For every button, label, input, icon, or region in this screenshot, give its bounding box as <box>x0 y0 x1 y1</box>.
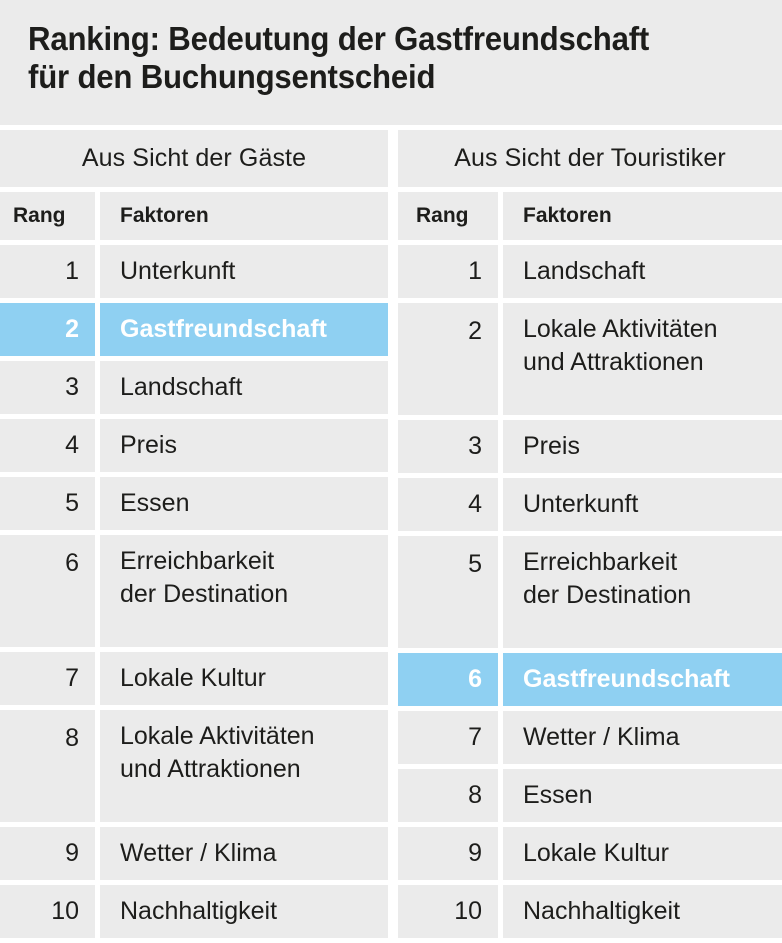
column-header-factor: Faktoren <box>100 192 388 240</box>
row-rank: 5 <box>0 477 95 530</box>
column-divider <box>498 711 503 764</box>
row-factor: Lokale Kultur <box>100 652 388 705</box>
column-divider <box>95 477 100 530</box>
column-header-rank: Rang <box>0 192 95 240</box>
table-row: 8 Essen <box>398 769 782 822</box>
row-factor: Essen <box>100 477 388 530</box>
column-header-factor: Faktoren <box>503 192 782 240</box>
table-row: 7 Wetter / Klima <box>398 711 782 764</box>
row-rank: 4 <box>0 419 95 472</box>
row-factor: Essen <box>503 769 782 822</box>
column-divider <box>498 536 503 648</box>
row-rank: 2 <box>398 303 498 415</box>
table-row: 9 Lokale Kultur <box>398 827 782 880</box>
row-rank: 8 <box>0 710 95 822</box>
table-gutter <box>388 130 398 910</box>
row-rank: 2 <box>0 303 95 356</box>
column-divider <box>95 303 100 356</box>
table-guests-header: Aus Sicht der Gäste <box>0 130 388 187</box>
row-factor: Lokale Kultur <box>503 827 782 880</box>
row-factor: Erreichbarkeit der Destination <box>100 535 388 647</box>
row-factor: Gastfreundschaft <box>100 303 388 356</box>
row-factor: Preis <box>503 420 782 473</box>
table-row: 9 Wetter / Klima <box>0 827 388 880</box>
row-rank: 8 <box>398 769 498 822</box>
table-row: 2 Lokale Aktivitäten und Attraktionen <box>398 303 782 415</box>
row-rank: 7 <box>0 652 95 705</box>
column-divider <box>95 245 100 298</box>
row-rank: 7 <box>398 711 498 764</box>
row-rank: 3 <box>398 420 498 473</box>
table-touristiker-header: Aus Sicht der Touristiker <box>398 130 782 187</box>
table-touristiker-column-header: Rang Faktoren <box>398 192 782 240</box>
row-factor: Wetter / Klima <box>503 711 782 764</box>
row-rank: 10 <box>0 885 95 938</box>
table-touristiker: Aus Sicht der Touristiker Rang Faktoren … <box>398 130 782 943</box>
row-factor: Wetter / Klima <box>100 827 388 880</box>
column-divider <box>95 652 100 705</box>
row-rank: 1 <box>398 245 498 298</box>
page-title: Ranking: Bedeutung der Gastfreundschaft … <box>28 21 650 96</box>
row-rank: 10 <box>398 885 498 938</box>
table-row: 5 Erreichbarkeit der Destination <box>398 536 782 648</box>
column-divider <box>95 192 100 240</box>
table-row: 10 Nachhaltigkeit <box>398 885 782 938</box>
row-factor: Landschaft <box>100 361 388 414</box>
column-divider <box>498 192 503 240</box>
table-touristiker-rows: 1 Landschaft 2 Lokale Aktivitäten und Attra… <box>398 245 782 938</box>
table-row: 6 Gastfreundschaft <box>398 653 782 706</box>
column-divider <box>498 245 503 298</box>
column-divider <box>498 478 503 531</box>
row-factor: Nachhaltigkeit <box>503 885 782 938</box>
ranking-tables: Aus Sicht der Gäste Rang Faktoren 1 Unter… <box>0 130 782 938</box>
column-divider <box>498 653 503 706</box>
title-band: Ranking: Bedeutung der Gastfreundschaft … <box>0 0 782 125</box>
row-rank: 6 <box>398 653 498 706</box>
table-row: 5 Essen <box>0 477 388 530</box>
row-factor: Unterkunft <box>503 478 782 531</box>
row-factor: Preis <box>100 419 388 472</box>
column-header-rank: Rang <box>398 192 498 240</box>
table-row: 10 Nachhaltigkeit <box>0 885 388 938</box>
table-row: 1 Landschaft <box>398 245 782 298</box>
column-divider <box>498 769 503 822</box>
row-factor: Nachhaltigkeit <box>100 885 388 938</box>
row-rank: 9 <box>0 827 95 880</box>
row-rank: 4 <box>398 478 498 531</box>
row-factor: Lokale Aktivitäten und Attraktionen <box>100 710 388 822</box>
row-rank: 6 <box>0 535 95 647</box>
row-factor: Landschaft <box>503 245 782 298</box>
column-divider <box>95 710 100 822</box>
row-rank: 3 <box>0 361 95 414</box>
row-factor: Unterkunft <box>100 245 388 298</box>
row-rank: 5 <box>398 536 498 648</box>
column-divider <box>95 361 100 414</box>
table-row: 3 Preis <box>398 420 782 473</box>
column-divider <box>498 303 503 415</box>
row-factor: Erreichbarkeit der Destination <box>503 536 782 648</box>
table-row: 1 Unterkunft <box>0 245 388 298</box>
column-divider <box>95 419 100 472</box>
table-row: 3 Landschaft <box>0 361 388 414</box>
table-row: 4 Preis <box>0 419 388 472</box>
row-rank: 1 <box>0 245 95 298</box>
column-divider <box>498 827 503 880</box>
table-row: 7 Lokale Kultur <box>0 652 388 705</box>
table-guests-column-header: Rang Faktoren <box>0 192 388 240</box>
table-guests: Aus Sicht der Gäste Rang Faktoren 1 Unter… <box>0 130 388 943</box>
table-row: 4 Unterkunft <box>398 478 782 531</box>
table-row: 6 Erreichbarkeit der Destination <box>0 535 388 647</box>
row-rank: 9 <box>398 827 498 880</box>
table-guests-rows: 1 Unterkunft 2 Gastfreundschaft 3 Landschaft 4… <box>0 245 388 938</box>
row-factor: Lokale Aktivitäten und Attraktionen <box>503 303 782 415</box>
column-divider <box>95 827 100 880</box>
table-row: 2 Gastfreundschaft <box>0 303 388 356</box>
column-divider <box>95 535 100 647</box>
table-row: 8 Lokale Aktivitäten und Attraktionen <box>0 710 388 822</box>
row-factor: Gastfreundschaft <box>503 653 782 706</box>
column-divider <box>498 420 503 473</box>
